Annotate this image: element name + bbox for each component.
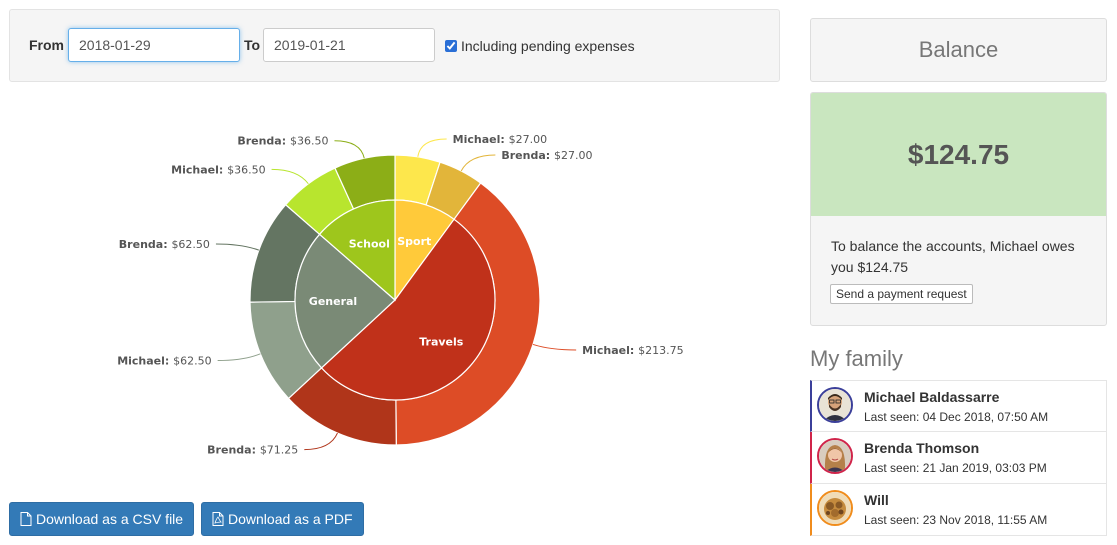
download-csv-label: Download as a CSV file [36, 511, 184, 527]
member-last-seen: Last seen: 04 Dec 2018, 07:50 AM [864, 410, 1049, 424]
avatar-will-icon [819, 492, 851, 524]
to-date-input[interactable] [263, 28, 435, 62]
member-name: Will [864, 492, 889, 508]
family-list: Michael Baldassarre Last seen: 04 Dec 20… [810, 380, 1107, 536]
slice-label-general-brenda: Brenda: $62.50 [119, 238, 210, 251]
pending-expenses-checkbox[interactable] [445, 40, 457, 52]
avatar [817, 438, 853, 474]
balance-panel: $124.75 To balance the accounts, Michael… [810, 92, 1107, 326]
family-member[interactable]: Will Last seen: 23 Nov 2018, 11:55 AM [810, 484, 1107, 536]
category-label-school: School [349, 238, 390, 251]
callout-line [417, 138, 447, 157]
avatar-brenda-icon [819, 440, 851, 472]
send-payment-request-button[interactable]: Send a payment request [830, 284, 973, 304]
expenses-sunburst-chart: Michael: $27.00 Brenda: $27.00 Michael: $2… [117, 133, 683, 457]
inner-slice-school[interactable] [318, 199, 396, 302]
download-csv-button[interactable]: Download as a CSV file [9, 502, 195, 536]
slice-label-school-brenda: Brenda: $36.50 [237, 135, 328, 148]
file-icon [20, 512, 32, 526]
family-member[interactable]: Michael Baldassarre Last seen: 04 Dec 20… [810, 380, 1107, 432]
pdf-file-icon [212, 512, 224, 526]
to-label: To [244, 37, 261, 53]
category-label-general: General [309, 295, 357, 308]
callout-line [304, 432, 338, 451]
slice-label-sport-brenda: Brenda: $27.00 [501, 149, 592, 162]
avatar-michael-icon [819, 389, 851, 421]
member-name: Michael Baldassarre [864, 389, 1000, 405]
avatar [817, 490, 853, 526]
download-pdf-button[interactable]: Download as a PDF [201, 502, 364, 536]
callout-line [217, 353, 261, 361]
category-label-sport: Sport [397, 235, 431, 248]
balance-description: To balance the accounts, Michael owes yo… [831, 238, 1075, 275]
date-filter-panel: From To Including pending expenses [9, 9, 780, 82]
callout-line [460, 154, 496, 172]
callout-line [215, 243, 260, 251]
member-last-seen: Last seen: 21 Jan 2019, 03:03 PM [864, 461, 1047, 475]
slice-label-school-michael: Michael: $36.50 [171, 163, 265, 176]
from-date-input[interactable] [68, 28, 240, 62]
family-title: My family [810, 346, 903, 371]
download-pdf-label: Download as a PDF [228, 511, 353, 527]
category-label-travels: Travels [419, 335, 464, 348]
family-member[interactable]: Brenda Thomson Last seen: 21 Jan 2019, 0… [810, 432, 1107, 484]
balance-amount: $124.75 [811, 93, 1106, 216]
slice-label-sport-michael: Michael: $27.00 [453, 133, 547, 146]
balance-title: Balance [810, 18, 1107, 82]
member-name: Brenda Thomson [864, 440, 980, 456]
slice-label-travels-michael: Michael: $213.75 [582, 344, 683, 357]
pending-expenses-label: Including pending expenses [461, 38, 635, 54]
inner-slice-general[interactable] [294, 233, 396, 369]
pending-expenses-option[interactable]: Including pending expenses [445, 38, 635, 54]
member-last-seen: Last seen: 23 Nov 2018, 11:55 AM [864, 513, 1048, 527]
slice-label-general-michael: Michael: $62.50 [117, 355, 211, 368]
inner-slice-travels[interactable] [320, 218, 496, 401]
slice-label-travels-brenda: Brenda: $71.25 [207, 444, 298, 457]
callout-line [334, 140, 365, 159]
callout-line [271, 168, 309, 185]
avatar [817, 387, 853, 423]
callout-line [532, 343, 577, 351]
from-label: From [29, 37, 64, 53]
